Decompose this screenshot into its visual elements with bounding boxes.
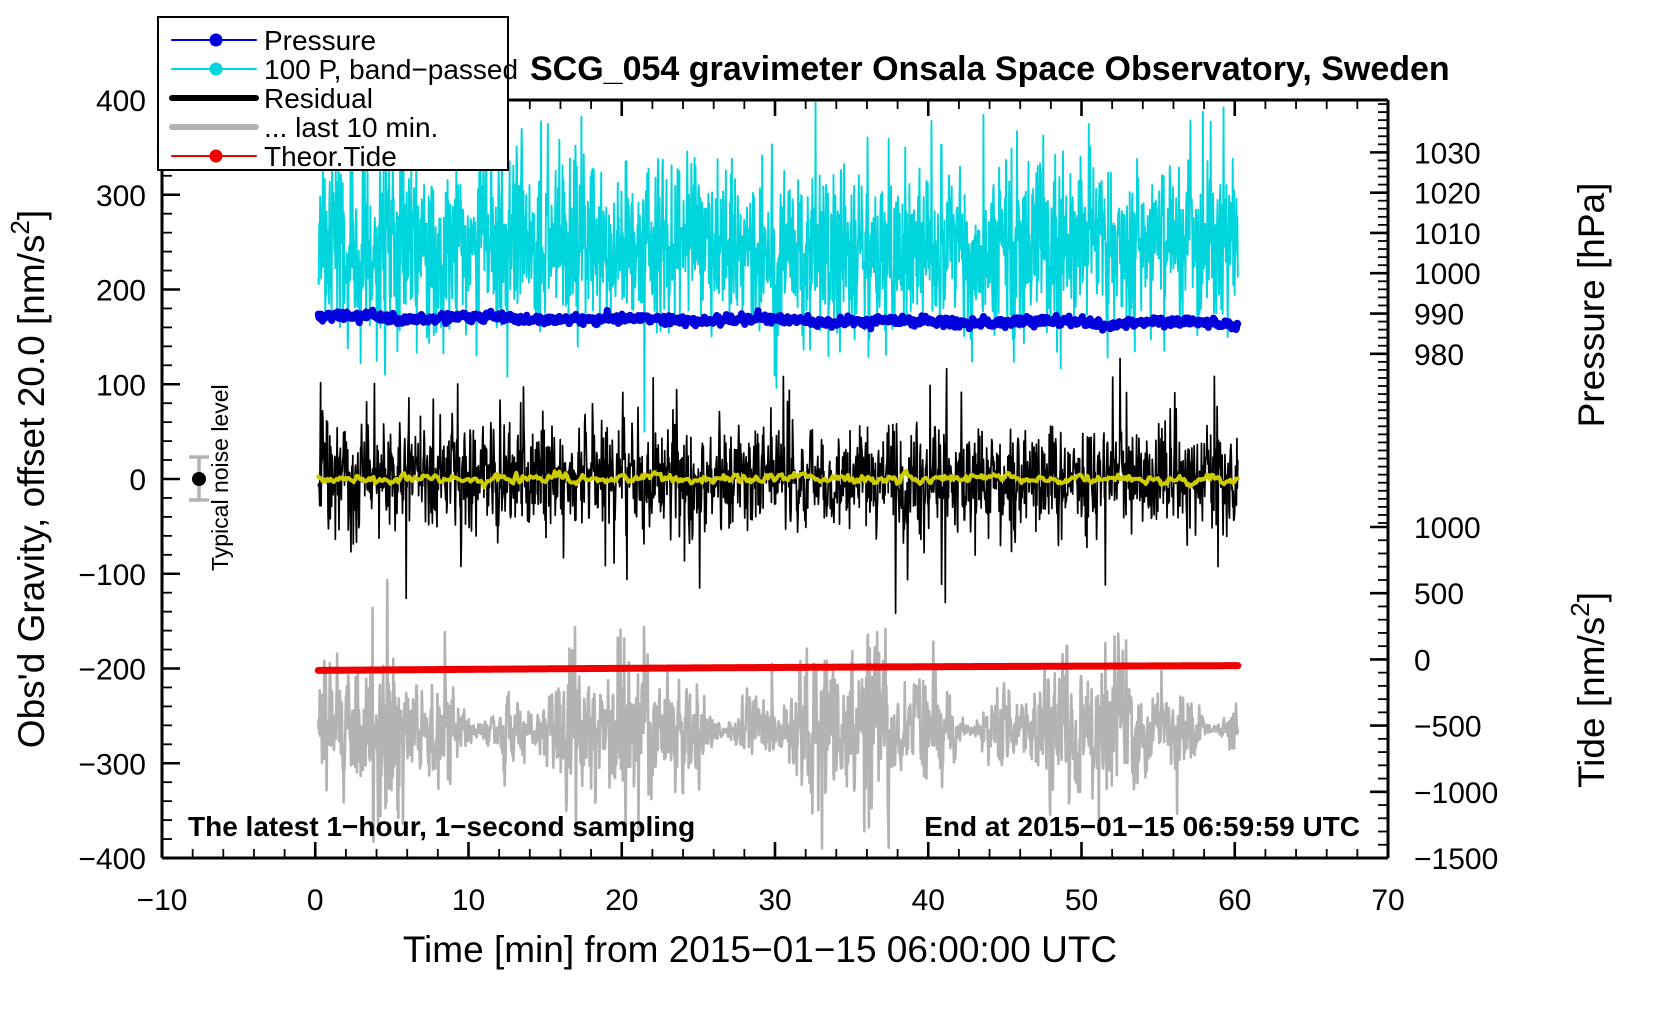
annotation-bottom-left: The latest 1−hour, 1−second sampling bbox=[188, 811, 695, 842]
legend-item-1[interactable]: Pressure bbox=[171, 25, 376, 56]
legend-label: Pressure bbox=[264, 25, 376, 56]
y-left-title-tail: ] bbox=[11, 210, 52, 220]
y-axis-left-ticks: −400 −300 −200 −100 0 100 200 300 400 bbox=[78, 85, 180, 876]
x-tick-label: 50 bbox=[1065, 884, 1098, 917]
y-left-tick-label: −200 bbox=[78, 654, 146, 687]
y-right-lower-title-exponent: 2 bbox=[1565, 602, 1595, 616]
legend-label: Theor.Tide bbox=[264, 141, 397, 172]
trace-pressure bbox=[314, 306, 1242, 334]
y-right-upper-tick-label: 1030 bbox=[1414, 137, 1481, 170]
legend-item-2[interactable]: 100 P, band−passed bbox=[171, 54, 518, 85]
y-left-tick-label: −100 bbox=[78, 559, 146, 592]
y-right-lower-tick-label: −1500 bbox=[1414, 843, 1498, 876]
legend-label: 100 P, band−passed bbox=[264, 54, 518, 85]
x-tick-label: −10 bbox=[137, 884, 188, 917]
x-axis-ticks: −10 0 10 20 30 40 50 60 70 bbox=[137, 100, 1405, 917]
y-right-lower-tick-label: 0 bbox=[1414, 644, 1431, 677]
y-right-upper-tick-label: 990 bbox=[1414, 299, 1464, 332]
y-left-tick-label: 100 bbox=[96, 369, 146, 402]
x-tick-label: 30 bbox=[758, 884, 791, 917]
y-right-lower-tick-label: 500 bbox=[1414, 578, 1464, 611]
y-left-title-exponent: 2 bbox=[5, 220, 35, 234]
trace-residual bbox=[317, 357, 1239, 615]
legend-swatch-marker bbox=[209, 33, 223, 47]
y-right-lower-title-tail: ] bbox=[1571, 592, 1612, 602]
legend-swatch-marker bbox=[209, 149, 223, 163]
y-right-upper-tick-label: 980 bbox=[1414, 339, 1464, 372]
legend-item-3[interactable]: Residual bbox=[169, 83, 373, 114]
typical-noise-level-label: Typical noise level bbox=[207, 384, 233, 571]
y-left-tick-label: 300 bbox=[96, 180, 146, 213]
x-axis-title: Time [min] from 2015−01−15 06:00:00 UTC bbox=[403, 929, 1117, 970]
y-right-upper-tick-label: 1020 bbox=[1414, 178, 1481, 211]
page-title: SCG_054 gravimeter Onsala Space Observat… bbox=[530, 50, 1450, 88]
legend-item-4[interactable]: ... last 10 min. bbox=[169, 112, 438, 143]
y-right-upper-tick-label: 1000 bbox=[1414, 258, 1481, 291]
legend-label: Residual bbox=[264, 83, 373, 114]
trace-last-10-min bbox=[317, 578, 1240, 850]
x-tick-label: 40 bbox=[912, 884, 945, 917]
trace-smoothed-residual bbox=[316, 468, 1240, 490]
trace-theoretical-tide bbox=[314, 662, 1242, 674]
legend-label: ... last 10 min. bbox=[264, 112, 438, 143]
legend-item-5[interactable]: Theor.Tide bbox=[171, 141, 397, 172]
y-right-upper-tick-label: 1010 bbox=[1414, 218, 1481, 251]
y-axis-right-upper-title: Pressure [hPa] bbox=[1571, 183, 1612, 428]
y-right-lower-title-main: Tide [nm/s bbox=[1571, 617, 1612, 788]
y-left-tick-label: −300 bbox=[78, 748, 146, 781]
y-axis-right-upper-ticks: 980 990 1000 1010 1020 1030 bbox=[1370, 103, 1481, 524]
y-right-lower-tick-label: −500 bbox=[1414, 711, 1482, 744]
y-right-lower-tick-label: 1000 bbox=[1414, 512, 1481, 545]
x-tick-label: 10 bbox=[452, 884, 485, 917]
legend-swatch-marker bbox=[209, 62, 223, 76]
x-tick-label: 70 bbox=[1371, 884, 1404, 917]
y-axis-right-lower-title: Tide [nm/s2] bbox=[1565, 592, 1612, 788]
noise-marker-dot bbox=[192, 472, 206, 486]
y-left-tick-label: −400 bbox=[78, 843, 146, 876]
x-tick-label: 60 bbox=[1218, 884, 1251, 917]
x-tick-label: 0 bbox=[307, 884, 324, 917]
typical-noise-level-marker: Typical noise level bbox=[189, 384, 233, 571]
y-left-tick-label: 0 bbox=[129, 464, 146, 497]
x-tick-label: 20 bbox=[605, 884, 638, 917]
data-traces bbox=[314, 101, 1242, 850]
annotation-bottom-right: End at 2015−01−15 06:59:59 UTC bbox=[924, 811, 1360, 842]
y-left-tick-label: 400 bbox=[96, 85, 146, 118]
y-right-lower-tick-label: −1000 bbox=[1414, 777, 1498, 810]
y-axis-right-lower-ticks: −1500 −1000 −500 0 500 1000 bbox=[1370, 512, 1498, 876]
y-left-title-main: Obs'd Gravity, offset 20.0 [nm/s bbox=[11, 235, 52, 749]
y-axis-left-title: Obs'd Gravity, offset 20.0 [nm/s2] bbox=[5, 210, 52, 748]
y-left-tick-label: 200 bbox=[96, 275, 146, 308]
trace-band-passed-pressure bbox=[317, 101, 1239, 433]
